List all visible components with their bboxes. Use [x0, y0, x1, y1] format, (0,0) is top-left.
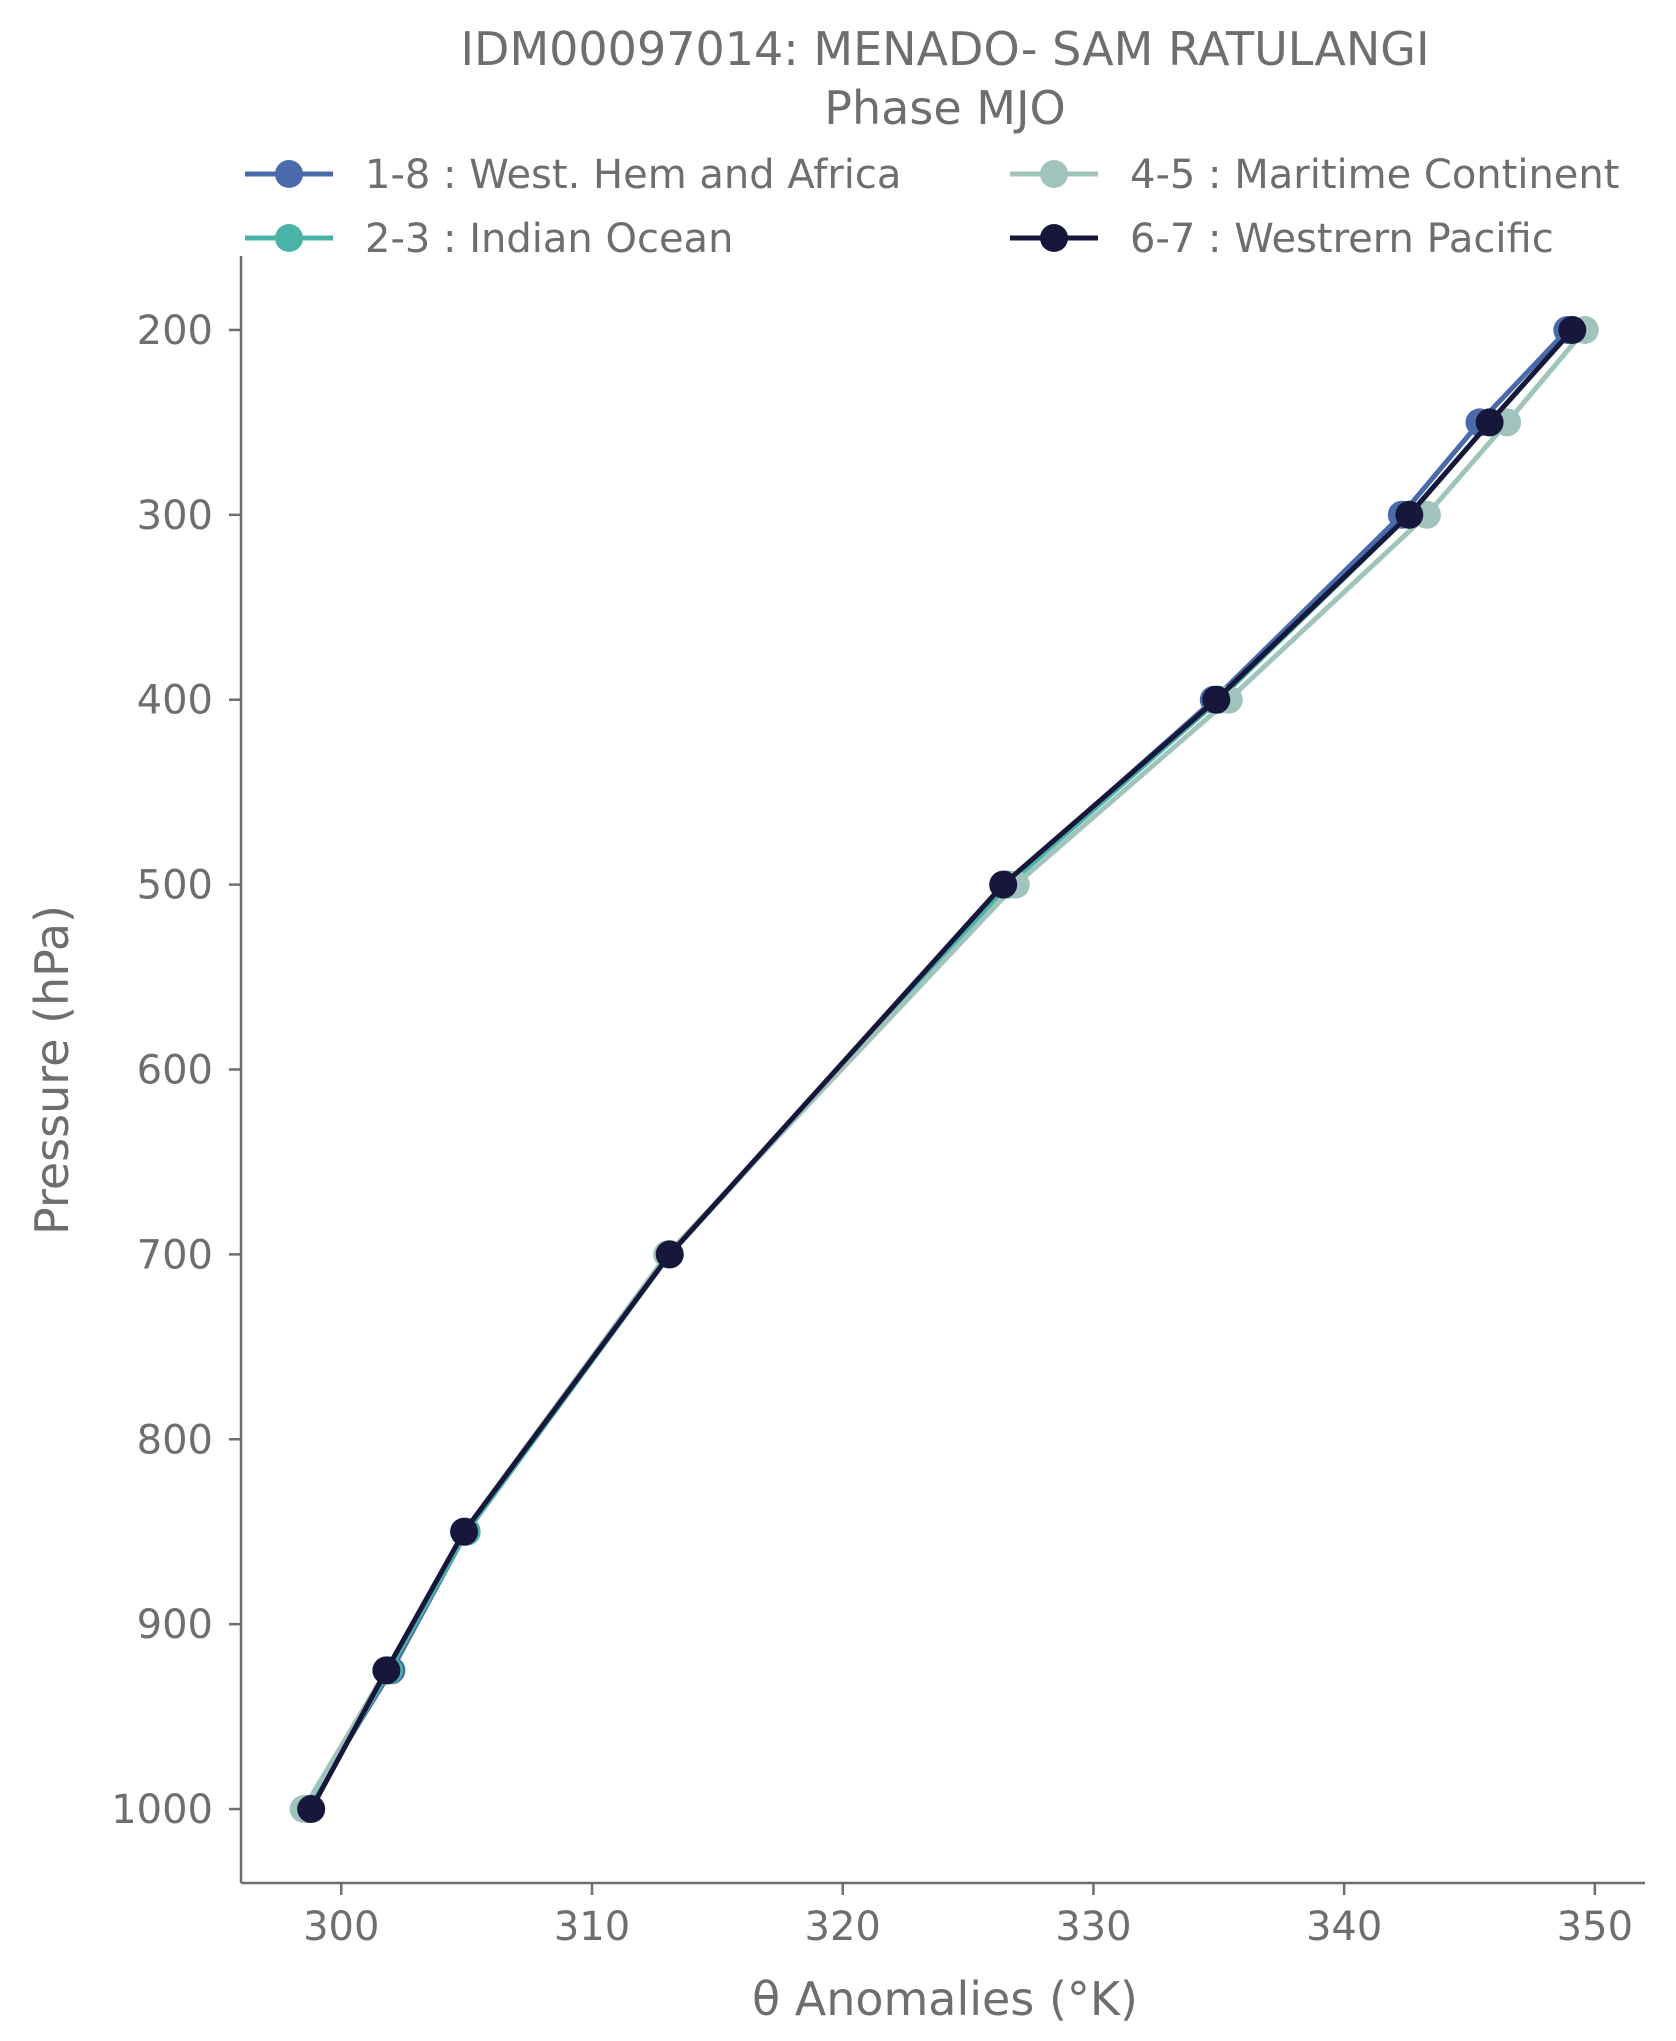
y-tick-label: 400 [137, 678, 213, 724]
legend-label: 4-5 : Maritime Continent [1130, 152, 1619, 198]
legend-label: 6-7 : Westrern Pacific [1130, 216, 1554, 262]
data-point [655, 1240, 684, 1269]
legend-entry: 1-8 : West. Hem and Africa [245, 152, 901, 198]
data-point [1202, 685, 1231, 714]
series-line [309, 328, 1575, 1811]
legend-marker [1040, 160, 1068, 188]
legend-marker [1040, 224, 1068, 252]
data-point [1558, 316, 1587, 344]
x-tick-label: 300 [303, 1904, 379, 1950]
data-point [989, 870, 1018, 899]
legend-entry: 2-3 : Indian Ocean [245, 216, 733, 262]
y-tick-label: 600 [137, 1048, 213, 1094]
legend-entry: 6-7 : Westrern Pacific [1010, 216, 1554, 262]
series-4 [297, 316, 1587, 1823]
x-tick-label: 340 [1306, 1904, 1382, 1950]
x-tick-label: 350 [1557, 1904, 1633, 1950]
series-line [306, 328, 1575, 1811]
series-line [304, 328, 1570, 1811]
y-axis-label: Pressure (hPa) [25, 905, 79, 1235]
legend: 1-8 : West. Hem and Africa 2-3 : Indian O… [245, 152, 1619, 262]
series-layer [289, 316, 1599, 1823]
series-1 [292, 316, 1582, 1823]
series-3 [289, 316, 1599, 1823]
x-tick-label: 330 [1055, 1904, 1131, 1950]
y-tick-label: 1000 [111, 1787, 213, 1833]
axes [239, 256, 1645, 1885]
data-point [1395, 500, 1424, 529]
data-point [297, 1795, 326, 1823]
x-tick-label: 310 [554, 1904, 630, 1950]
ticks: 300 310 320 330 340 350 200 300 400 500 600 700 800 9… [111, 308, 1633, 1950]
legend-marker [275, 224, 303, 252]
x-axis-label: θ Anomalies (°K) [752, 1972, 1138, 2026]
y-tick-label: 800 [137, 1417, 213, 1463]
data-point [1475, 408, 1504, 437]
chart-title: IDM00097014: MENADO- SAM RATULANGI [460, 22, 1429, 76]
legend-label: 2-3 : Indian Ocean [365, 216, 733, 262]
data-point [372, 1656, 401, 1685]
y-tick-label: 500 [137, 863, 213, 909]
chart-subtitle: Phase MJO [824, 81, 1065, 135]
y-tick-label: 300 [137, 493, 213, 539]
series-2 [294, 316, 1587, 1823]
x-tick-label: 320 [805, 1904, 881, 1950]
legend-label: 1-8 : West. Hem and Africa [365, 152, 901, 198]
series-line [301, 328, 1587, 1811]
legend-entry: 4-5 : Maritime Continent [1010, 152, 1619, 198]
y-tick-label: 900 [137, 1602, 213, 1648]
y-tick-label: 700 [137, 1232, 213, 1278]
y-tick-label: 200 [137, 308, 213, 354]
data-point [450, 1517, 479, 1546]
legend-marker [275, 160, 303, 188]
